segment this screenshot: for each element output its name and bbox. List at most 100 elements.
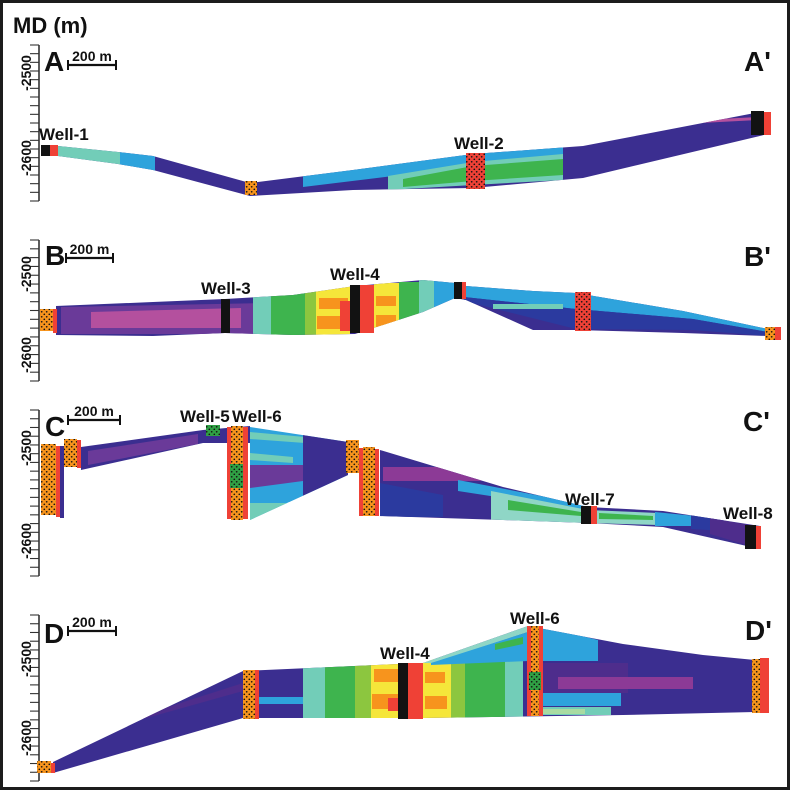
band-color-shape (58, 143, 120, 168)
well-label: Well-4 (330, 265, 380, 284)
depth-tick-label: -2500 (18, 256, 34, 292)
band-color-shape (305, 286, 316, 336)
band-color-shape (303, 661, 325, 718)
well-marker-orange-dots (245, 181, 257, 195)
depth-tick-label: -2600 (18, 523, 34, 559)
section-letter-end: C' (743, 406, 770, 437)
well-marker-green-dots (230, 464, 243, 488)
well-marker-orange-dots (243, 670, 255, 719)
well-marker-red (760, 658, 769, 713)
band-color-shape (599, 513, 653, 520)
band-color-field (61, 280, 768, 336)
scale-bar-label: 200 m (70, 241, 110, 257)
well-marker-red (360, 285, 374, 333)
section-D: -2500 -2600 200 m D D' Well-4 Well-6 (18, 609, 772, 782)
section-letter-start: C (45, 411, 65, 442)
section-B: -2500 -2600 200 m B B' Well-3 Well-4 (18, 239, 781, 382)
well-marker-black (581, 506, 591, 524)
well-marker-red (775, 327, 781, 340)
section-letter-end: D' (745, 615, 772, 646)
depth-axis-B: -2500 -2600 (18, 239, 40, 382)
section-A: -2500 -2600 200 m A A' Well-1 Well-2 (18, 44, 771, 202)
band-color-shape (431, 632, 528, 665)
scale-bar-B: 200 m (65, 241, 114, 263)
band-color-shape (374, 283, 399, 335)
depth-tick-label: -2500 (18, 430, 34, 466)
section-letter-start: A (44, 46, 64, 77)
section-C: -2500 -2600 200 m C C' Well-5 Well-6 Well-7 Well… (18, 403, 773, 577)
depth-tick-label: -2600 (18, 337, 34, 373)
well-marker-black (350, 285, 360, 333)
well-marker-orange-dots (41, 444, 56, 515)
band-color-shape (143, 683, 243, 719)
scale-bar-label: 200 m (72, 48, 112, 64)
band-color-shape (120, 147, 155, 173)
band-color-shape (451, 659, 465, 718)
scale-bar-D: 200 m (67, 614, 117, 636)
well-label: Well-5 (180, 407, 230, 426)
depth-tick-label: -2500 (18, 55, 34, 91)
well-label: Well-2 (454, 134, 504, 153)
well-marker-red (591, 506, 597, 524)
band-color-shape (271, 286, 305, 336)
well-label: Well-3 (201, 279, 251, 298)
band-color-shape (399, 282, 419, 333)
band-color-shape (383, 467, 481, 481)
band-color-shape (325, 659, 355, 718)
band-color-shape (558, 677, 693, 689)
depth-tick-label: -2500 (18, 641, 34, 677)
depth-axis-C: -2500 -2600 (18, 409, 40, 577)
band-color-shape (425, 696, 447, 709)
scale-bar-label: 200 m (74, 403, 114, 419)
well-label: Well-7 (565, 490, 615, 509)
depth-tick-label: -2600 (18, 140, 34, 176)
band-color-shape (250, 432, 305, 443)
band-color-shape (464, 284, 768, 332)
well-marker-green-dots (206, 425, 220, 436)
well-marker-black (41, 145, 50, 156)
well-marker-red (227, 427, 231, 519)
well-marker-orange-dots (531, 626, 539, 716)
band-color-shape (250, 490, 303, 502)
well-marker-orange-dots (37, 761, 51, 773)
cross-sections-figure: -2500 -2600 200 m A A' Well-1 Well-2 -2500 -2600… (18, 44, 781, 782)
well-marker-orange-dots (64, 439, 77, 467)
well-label: Well-6 (232, 407, 282, 426)
well-marker-black (454, 282, 462, 299)
band-outline (60, 446, 64, 518)
section-letter-end: A' (744, 46, 771, 77)
well-marker-orange-dots (752, 659, 760, 713)
well-marker-black (745, 525, 756, 549)
well-marker-black (221, 299, 230, 333)
band-color-shape (465, 653, 505, 718)
band-color-shape (388, 698, 398, 711)
band-color-shape (376, 315, 396, 327)
band-color-shape (303, 427, 348, 520)
well-marker-red (408, 663, 423, 719)
well-marker-orange-dots (765, 327, 775, 340)
band-color-shape (303, 146, 563, 187)
band-color-shape (425, 672, 445, 683)
well-marker-green-dots (529, 672, 541, 690)
well-label: Well-1 (39, 125, 89, 144)
scale-bar-label: 200 m (72, 614, 112, 630)
band-color-shape (376, 296, 396, 306)
scale-bar-A: 200 m (67, 48, 117, 70)
well-marker-red (50, 145, 58, 156)
band-color-shape (253, 286, 271, 336)
well-label: Well-4 (380, 644, 430, 663)
well-marker-red-dots (466, 153, 485, 189)
band-color-shape (508, 500, 581, 516)
band-outline (58, 112, 768, 196)
well-marker-orange-dots (40, 309, 53, 331)
well-marker-red (51, 763, 55, 773)
well-marker-orange-dots (346, 440, 359, 473)
band-color-shape (458, 480, 588, 511)
well-marker-red (53, 309, 57, 333)
band-color-shape (541, 626, 598, 661)
band-color-shape (419, 280, 434, 328)
band-color-shape (434, 280, 455, 325)
well-marker-red (255, 670, 259, 719)
band-color-shape (374, 669, 398, 682)
